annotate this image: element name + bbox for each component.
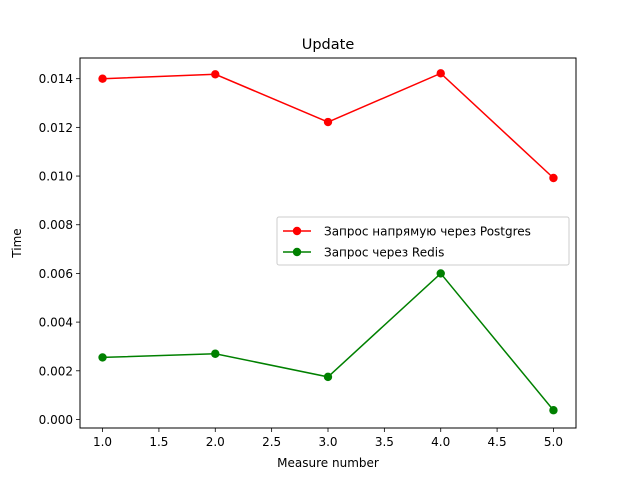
x-tick-label: 1.0 bbox=[93, 435, 112, 449]
x-axis-label: Measure number bbox=[277, 456, 379, 470]
data-point-s0-3 bbox=[436, 69, 445, 78]
y-tick-label: 0.002 bbox=[39, 364, 73, 378]
y-tick-label: 0.008 bbox=[39, 218, 73, 232]
x-axis: 1.0 1.5 2.0 2.5 3.0 3.5 4.0 4.5 5.0 bbox=[93, 428, 563, 449]
x-tick-label: 2.5 bbox=[262, 435, 281, 449]
x-tick-label: 1.5 bbox=[149, 435, 168, 449]
data-point-s1-2 bbox=[323, 372, 333, 382]
legend-label-postgres: Запрос напрямую через Postgres bbox=[324, 225, 531, 239]
y-tick-label: 0.000 bbox=[39, 413, 73, 427]
x-tick-label: 4.5 bbox=[488, 435, 507, 449]
y-tick-label: 0.012 bbox=[39, 121, 73, 135]
data-point-s0-1 bbox=[211, 70, 220, 79]
x-tick-label: 3.0 bbox=[318, 435, 337, 449]
legend-box bbox=[276, 216, 570, 266]
chart-title: Update bbox=[302, 37, 355, 53]
legend-label-redis: Запрос через Redis bbox=[324, 246, 444, 260]
legend: Запрос напрямую через Postgres Запрос че… bbox=[276, 216, 570, 266]
data-point-s1-3 bbox=[436, 269, 445, 278]
legend-marker-postgres bbox=[292, 226, 302, 236]
data-point-s0-0 bbox=[98, 74, 107, 83]
y-tick-label: 0.010 bbox=[39, 170, 73, 184]
y-tick-label: 0.004 bbox=[39, 316, 73, 330]
data-point-s1-4 bbox=[549, 406, 558, 415]
series-layer bbox=[98, 69, 558, 415]
data-point-s0-4 bbox=[549, 173, 558, 183]
y-axis: 0.000 0.002 0.004 0.006 0.008 0.010 0.012 0.014 bbox=[39, 72, 80, 427]
x-tick-label: 4.0 bbox=[431, 435, 450, 449]
x-tick-label: 2.0 bbox=[206, 435, 225, 449]
x-tick-label: 5.0 bbox=[544, 435, 563, 449]
data-point-s0-2 bbox=[323, 117, 333, 127]
y-tick-label: 0.014 bbox=[39, 72, 73, 86]
data-point-s1-1 bbox=[211, 349, 220, 358]
y-axis-label: Time bbox=[10, 228, 24, 258]
y-tick-label: 0.006 bbox=[39, 267, 73, 281]
x-tick-label: 3.5 bbox=[375, 435, 394, 449]
legend-marker-redis bbox=[292, 247, 302, 257]
data-point-s1-0 bbox=[98, 353, 107, 362]
